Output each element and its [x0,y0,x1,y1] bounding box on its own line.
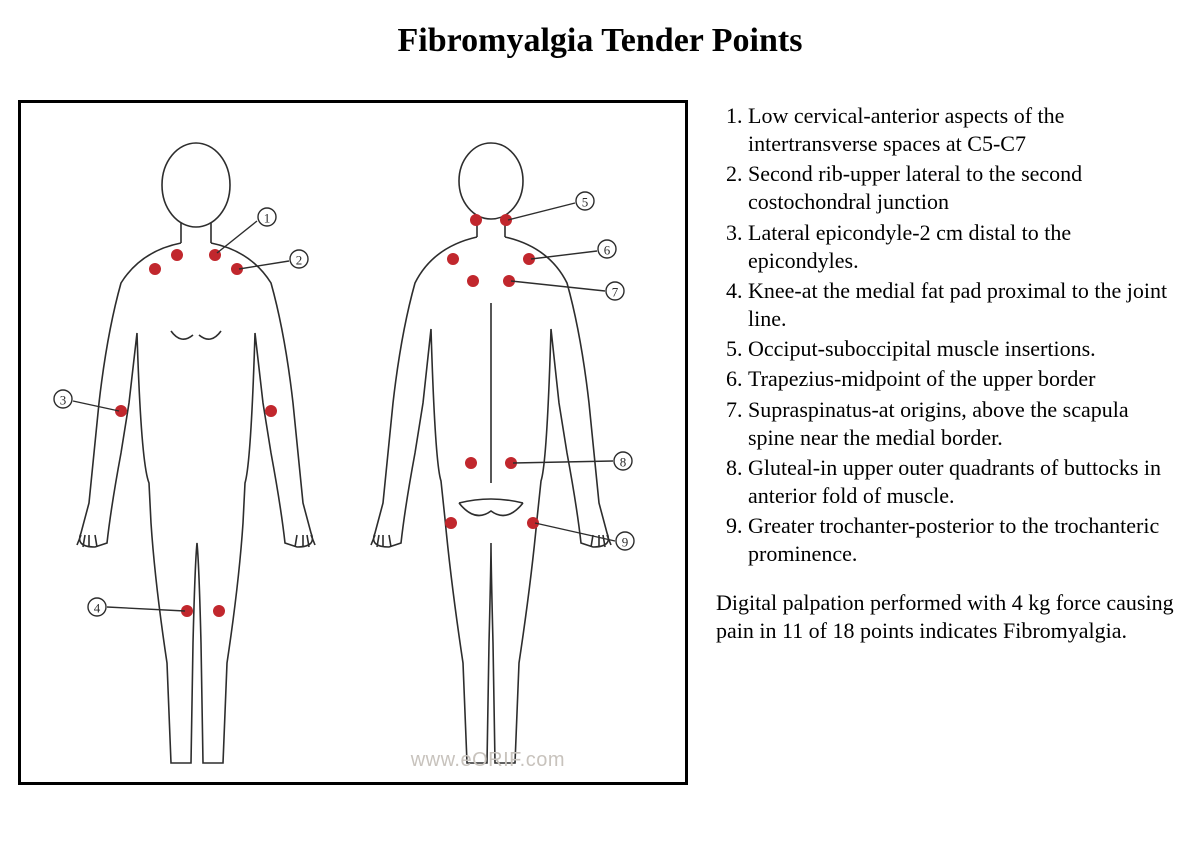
tender-point-dot-rib-left [149,263,161,275]
tender-point-item-3: Lateral epicondyle-2 cm distal to the ep… [748,219,1176,275]
callout-line-8 [513,461,613,463]
diagnostic-note: Digital palpation performed with 4 kg fo… [716,589,1176,645]
tender-point-item-4: Knee-at the medial fat pad proximal to t… [748,277,1176,333]
callout-number-6: 6 [604,243,611,258]
callout-line-3 [73,401,119,411]
tender-point-dot-supraspinatus-left [467,275,479,287]
callout-number-1: 1 [264,211,271,226]
callout-line-5 [508,203,575,220]
watermark-text: www.eORIF.com [411,749,565,772]
tender-point-item-8: Gluteal-in upper outer quadrants of butt… [748,454,1176,510]
callout-number-8: 8 [620,455,627,470]
callout-line-9 [535,523,615,541]
callout-line-7 [511,281,605,291]
page-title: Fibromyalgia Tender Points [0,0,1200,60]
tender-points-list: Low cervical-anterior aspects of the int… [716,102,1176,569]
tender-point-dot-knee-right [213,605,225,617]
callout-number-2: 2 [296,253,303,268]
callout-number-9: 9 [622,535,629,550]
tender-point-item-6: Trapezius-midpoint of the upper border [748,365,1176,393]
text-column: Low cervical-anterior aspects of the int… [716,100,1176,785]
callout-number-3: 3 [60,393,67,408]
tender-point-item-7: Supraspinatus-at origins, above the scap… [748,396,1176,452]
content-row: 1 2 3 4 5 6 7 8 9 www.eORIF.com Low cervical-ant… [0,60,1200,785]
tender-point-dot-cervical-left [171,249,183,261]
callout-line-1 [217,221,257,253]
tender-point-dot-gluteal-left [465,457,477,469]
front-figure [77,143,315,763]
tender-point-dot-epicondyle-right [265,405,277,417]
tender-point-dot-trochanter-left [445,517,457,529]
tender-point-item-1: Low cervical-anterior aspects of the int… [748,102,1176,158]
back-figure [371,143,611,763]
callout-number-7: 7 [612,285,619,300]
callout-number-5: 5 [582,195,589,210]
tender-point-item-5: Occiput-suboccipital muscle insertions. [748,335,1176,363]
tender-point-item-2: Second rib-upper lateral to the second c… [748,160,1176,216]
tender-point-dot-trapezius-left [447,253,459,265]
tender-point-dot-occiput-left [470,214,482,226]
callout-number-4: 4 [94,601,101,616]
tender-point-item-9: Greater trochanter-posterior to the troc… [748,512,1176,568]
tender-points-diagram: 1 2 3 4 5 6 7 8 9 [21,103,691,788]
callout-line-2 [239,261,289,269]
callout-line-4 [107,607,185,611]
diagram-frame: 1 2 3 4 5 6 7 8 9 www.eORIF.com [18,100,688,785]
